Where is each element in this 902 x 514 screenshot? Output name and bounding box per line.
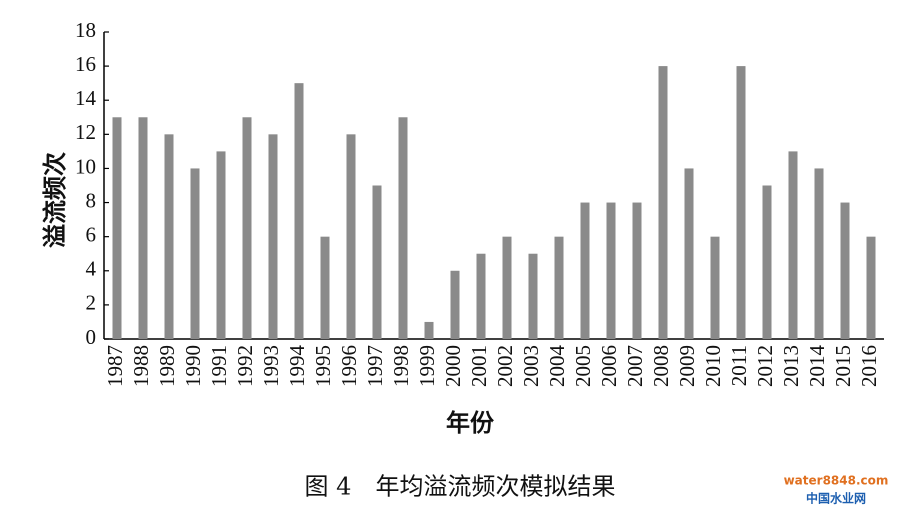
x-tick-label: 2012 <box>753 345 777 387</box>
x-tick-label: 2000 <box>441 345 465 387</box>
x-tick-label: 2009 <box>675 345 699 387</box>
bar <box>788 151 798 339</box>
bar <box>242 117 252 340</box>
y-tick-label: 12 <box>75 120 96 144</box>
y-tick-label: 18 <box>75 18 96 42</box>
x-tick-label: 1995 <box>311 345 335 387</box>
x-tick-label: 2003 <box>519 345 543 387</box>
y-tick-label: 4 <box>86 257 97 281</box>
y-tick-label: 14 <box>75 86 97 110</box>
x-tick-label: 1997 <box>363 345 387 387</box>
bar <box>164 134 174 339</box>
bar <box>138 117 148 340</box>
x-axis-title: 年份 <box>446 409 495 437</box>
bar <box>372 185 382 339</box>
x-tick-label: 1990 <box>181 345 205 387</box>
bar <box>814 168 824 339</box>
x-tick-label: 1996 <box>337 345 361 387</box>
bar <box>866 236 876 339</box>
bar <box>632 202 642 339</box>
bar <box>346 134 356 339</box>
x-tick-label: 2005 <box>571 345 595 387</box>
y-tick-label: 2 <box>86 291 97 315</box>
watermark-name: 中国水业网 <box>806 491 866 506</box>
x-tick-label: 1998 <box>389 345 413 387</box>
bar <box>424 321 434 339</box>
bar <box>658 66 668 339</box>
bar <box>216 151 226 339</box>
x-tick-label: 1992 <box>233 345 257 387</box>
y-tick-label: 0 <box>86 325 97 349</box>
x-tick-label: 2006 <box>597 345 621 387</box>
y-tick-label: 8 <box>86 188 97 212</box>
y-tick-label: 6 <box>86 222 97 246</box>
x-tick-label: 2002 <box>493 345 517 387</box>
bar <box>268 134 278 339</box>
bar <box>684 168 694 339</box>
x-tick-label: 2004 <box>545 345 569 388</box>
y-axis-title: 溢流频次 <box>41 152 69 248</box>
x-tick-label: 2001 <box>467 345 491 387</box>
bar <box>320 236 330 339</box>
bar <box>762 185 772 339</box>
bar <box>190 168 200 339</box>
bar <box>606 202 616 339</box>
x-tick-label: 1993 <box>259 345 283 387</box>
bar <box>580 202 590 339</box>
y-tick-label: 10 <box>75 154 96 178</box>
x-tick-label: 2010 <box>701 345 725 387</box>
x-tick-label: 2015 <box>831 345 855 387</box>
bar <box>294 83 304 340</box>
x-tick-label: 1999 <box>415 345 439 387</box>
bar <box>554 236 564 339</box>
bar <box>840 202 850 339</box>
bar <box>450 270 460 339</box>
x-tick-label: 2008 <box>649 345 673 387</box>
x-tick-label: 2016 <box>857 345 881 387</box>
bar <box>502 236 512 339</box>
bar <box>710 236 720 339</box>
bar <box>528 253 538 339</box>
x-tick-label: 2013 <box>779 345 803 387</box>
x-tick-label: 2007 <box>623 345 647 387</box>
watermark-url: water8848.com <box>784 474 889 488</box>
bar <box>476 253 486 339</box>
x-tick-label: 2014 <box>805 345 829 388</box>
bar <box>736 66 746 339</box>
caption: 图 4 年均溢流频次模拟结果 <box>305 473 616 501</box>
x-tick-label: 1988 <box>129 345 153 387</box>
x-tick-label: 1989 <box>155 345 179 387</box>
x-tick-label: 1987 <box>103 345 127 387</box>
bar <box>112 117 122 340</box>
y-tick-label: 16 <box>75 52 96 76</box>
x-tick-label: 1991 <box>207 345 231 387</box>
x-tick-label: 1994 <box>285 345 309 388</box>
x-tick-label: 2011 <box>727 345 751 386</box>
bar <box>398 117 408 340</box>
